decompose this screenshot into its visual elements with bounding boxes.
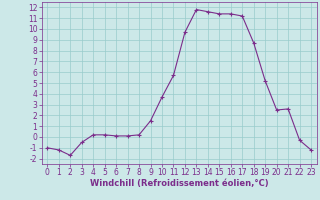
X-axis label: Windchill (Refroidissement éolien,°C): Windchill (Refroidissement éolien,°C) [90,179,268,188]
